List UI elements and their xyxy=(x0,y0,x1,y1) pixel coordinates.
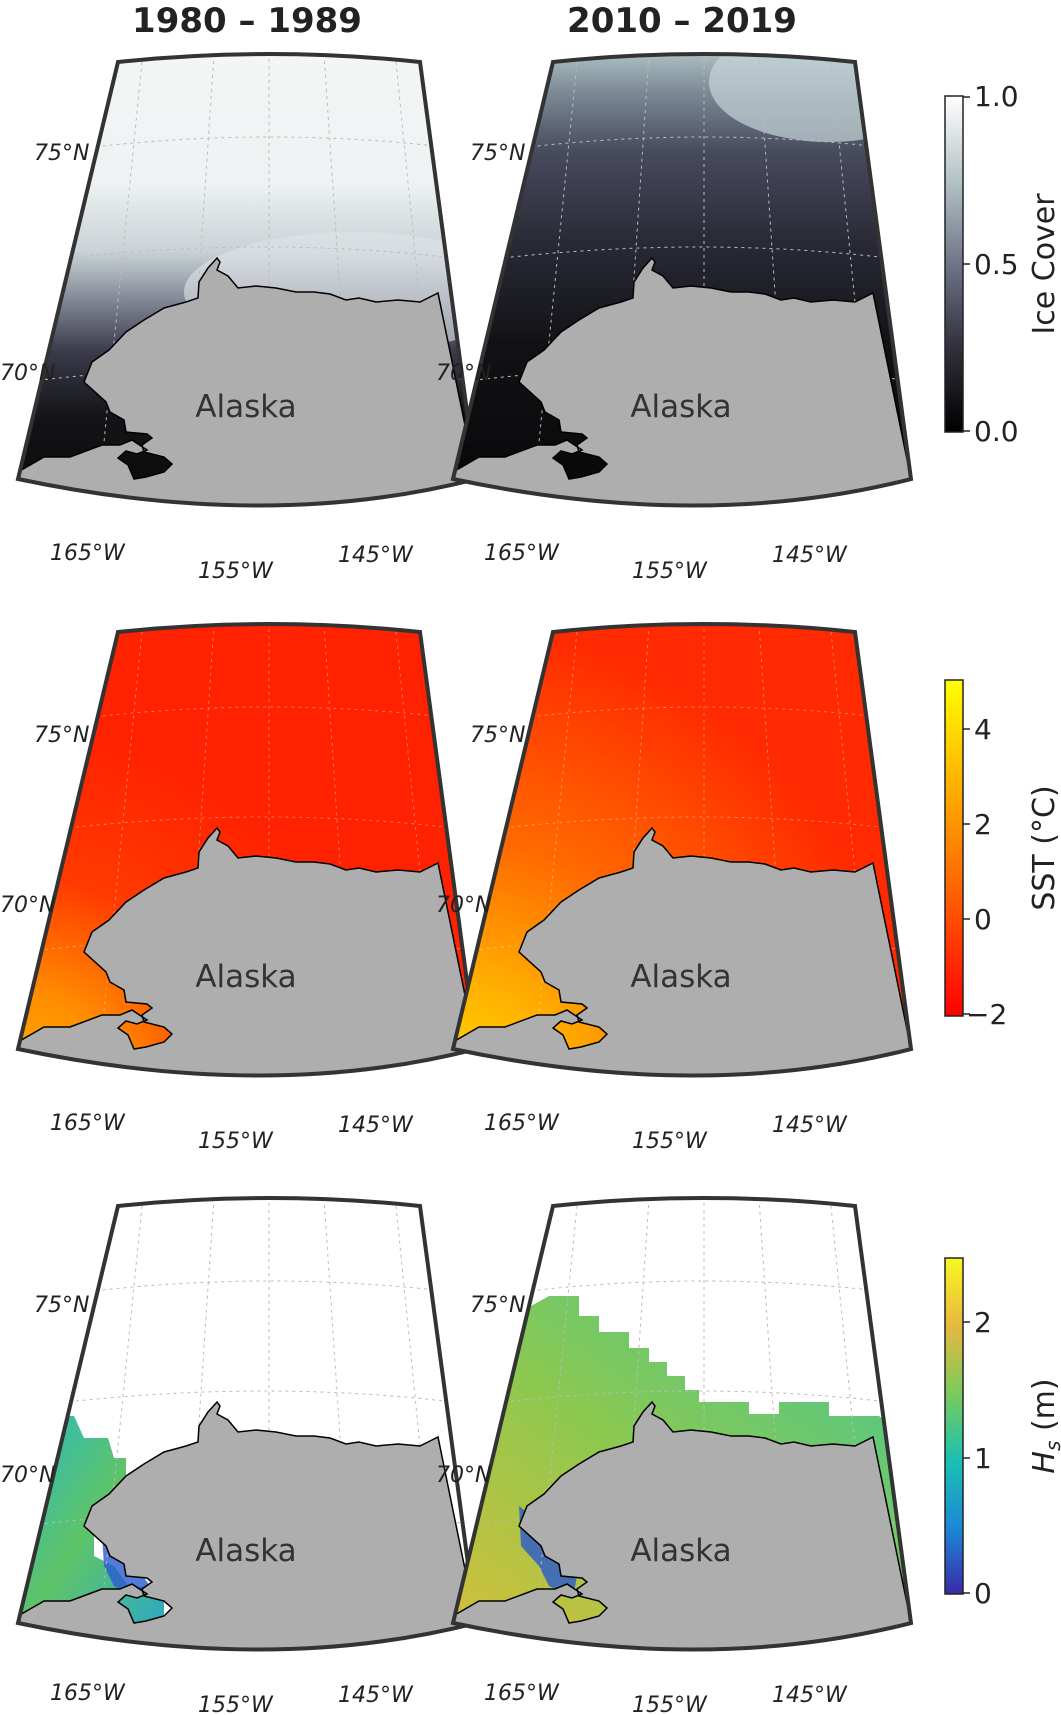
lat-70-label: 70°N xyxy=(436,1463,491,1488)
lon-145-label: 145°W xyxy=(772,1683,848,1708)
ice-cover-colorbar: 1.0 0.5 0.0 Ice Cover xyxy=(944,80,1061,448)
colorbar-title-hs: Hs (m) xyxy=(1027,1378,1061,1473)
lon-165-label: 165°W xyxy=(50,541,126,566)
ice-map-1980s: Alaska xyxy=(16,52,478,508)
lon-155-label: 155°W xyxy=(198,1129,274,1154)
lat-70-label: 70°N xyxy=(0,1463,55,1488)
lon-145-label: 145°W xyxy=(338,1683,414,1708)
colorbar-tick: 1.0 xyxy=(974,80,1019,113)
colorbar-tick: 4 xyxy=(974,713,992,746)
colorbar-tick: 1 xyxy=(974,1442,992,1475)
alaska-label: Alaska xyxy=(195,389,296,425)
lon-145-label: 145°W xyxy=(772,543,848,568)
lon-155-label: 155°W xyxy=(198,1693,274,1715)
colorbar-tick: 2 xyxy=(974,808,992,841)
hs-subscript: s xyxy=(1041,1441,1061,1451)
lat-75-label: 75°N xyxy=(470,1293,525,1318)
lon-165-label: 165°W xyxy=(50,1681,126,1706)
lat-75-label: 75°N xyxy=(34,141,89,166)
lon-155-label: 155°W xyxy=(632,559,708,584)
hs-map-1980s: Alaska xyxy=(16,1196,478,1652)
hs-symbol: H xyxy=(1027,1451,1061,1474)
hs-colorbar: 2 1 0 Hs (m) xyxy=(944,1257,1061,1610)
hs-unit: (m) xyxy=(1027,1378,1061,1440)
lon-155-label: 155°W xyxy=(632,1129,708,1154)
column-title-2010: 2010 – 2019 xyxy=(567,1,797,41)
column-title-1980: 1980 – 1989 xyxy=(132,1,362,41)
lat-75-label: 75°N xyxy=(470,141,525,166)
alaska-label: Alaska xyxy=(195,959,296,995)
alaska-label: Alaska xyxy=(630,1533,731,1569)
lat-70-label: 70°N xyxy=(436,361,491,386)
colorbar-tick: 0 xyxy=(974,903,992,936)
lat-70-label: 70°N xyxy=(0,893,55,918)
lat-75-label: 75°N xyxy=(470,723,525,748)
lon-165-label: 165°W xyxy=(50,1111,126,1136)
lat-75-label: 75°N xyxy=(34,1293,89,1318)
lat-75-label: 75°N xyxy=(34,723,89,748)
colorbar-tick: −2 xyxy=(966,998,1007,1031)
lon-145-label: 145°W xyxy=(772,1113,848,1138)
lon-155-label: 155°W xyxy=(632,1693,708,1715)
lat-70-label: 70°N xyxy=(436,893,491,918)
lat-70-label: 70°N xyxy=(0,361,55,386)
alaska-label: Alaska xyxy=(630,959,731,995)
colorbar-tick: 0.0 xyxy=(974,415,1019,448)
hs-map-2010s: Alaska xyxy=(451,1196,913,1652)
colorbar-title-ice: Ice Cover xyxy=(1027,193,1061,335)
axis-labels: 75°N 70°N 165°W 155°W 145°W 75°N 70°N 16… xyxy=(0,141,848,1715)
ice-map-2010s: Alaska xyxy=(451,52,913,508)
colorbar-tick: 2 xyxy=(974,1306,992,1339)
lon-145-label: 145°W xyxy=(338,1113,414,1138)
colorbar-tick: 0.5 xyxy=(974,248,1019,281)
lon-165-label: 165°W xyxy=(484,1681,560,1706)
lon-165-label: 165°W xyxy=(484,541,560,566)
sst-colorbar: 4 2 0 −2 SST (°C) xyxy=(944,679,1061,1031)
sst-map-1980s: Alaska xyxy=(16,622,478,1078)
alaska-label: Alaska xyxy=(195,1533,296,1569)
lon-165-label: 165°W xyxy=(484,1111,560,1136)
lon-155-label: 155°W xyxy=(198,559,274,584)
lon-145-label: 145°W xyxy=(338,543,414,568)
colorbar-tick: 0 xyxy=(974,1577,992,1610)
alaska-label: Alaska xyxy=(630,389,731,425)
sst-map-2010s: Alaska xyxy=(451,622,913,1078)
colorbar-title-sst: SST (°C) xyxy=(1027,785,1061,910)
